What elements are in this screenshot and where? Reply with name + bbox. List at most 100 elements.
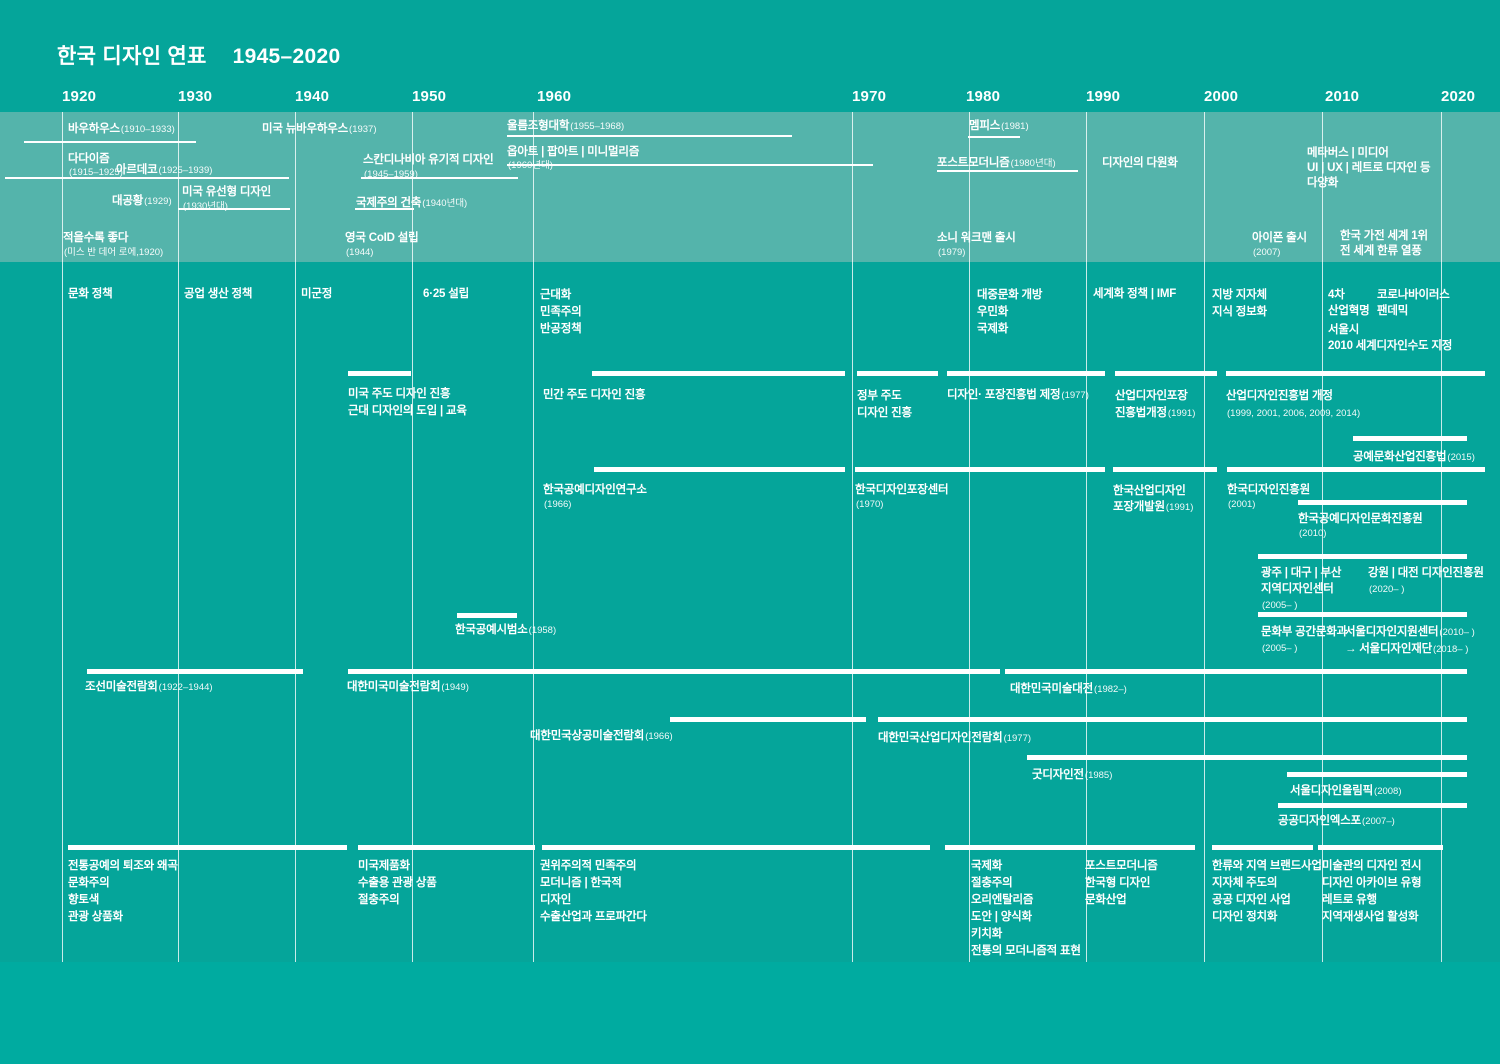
- duration-bar-kcdri: [594, 467, 845, 472]
- label-us-military-gov: 미군정: [301, 288, 333, 300]
- duration-bar-kdpc: [855, 467, 1105, 472]
- duration-bar-gov-led: [857, 371, 938, 376]
- label-coid: 영국 CoID 설립 (1944): [345, 232, 419, 258]
- duration-bar-daehan-ex: [348, 669, 1000, 674]
- label-daehan-ex: 대한미국미술전람회(1949): [347, 681, 469, 693]
- label-craft-demo: 한국공예시범소(1958): [455, 624, 557, 636]
- label-hallyu-brand: 한류와 지역 브랜드사업 지자체 주도의 공공 디자인 사업 디자인 정치화: [1212, 860, 1322, 923]
- label-local-gov: 지방 지자체 지식 정보화: [1212, 289, 1267, 318]
- label-new-bauhaus: 미국 뉴바우하우스(1937): [262, 123, 377, 135]
- year-label-2000: 2000: [1204, 88, 1239, 105]
- duration-bar-hallyu-brand: [1212, 845, 1313, 850]
- label-tradition-decline: 전통공예의 퇴조와 왜곡 문화주의 향토색 관광 상품화: [68, 860, 178, 923]
- duration-bar-craft-demo: [457, 613, 517, 618]
- label-globalization-imf: 세계화 정책 | IMF: [1093, 288, 1177, 300]
- label-iphone: 아이폰 출시 (2007): [1252, 232, 1307, 258]
- footer-strip: [0, 962, 1500, 1064]
- underline-opart: [507, 164, 873, 166]
- label-authoritarian: 권위주의적 민족주의 모더니즘 | 한국적 디자인 수출산업과 프로파간다: [540, 860, 647, 923]
- label-great-depression: 대공황(1929): [112, 195, 172, 207]
- title-main: 한국 디자인 연표: [57, 45, 207, 68]
- underline-intl-arch: [355, 208, 414, 210]
- label-museum-design: 미술관의 디자인 전시 디자인 아카이브 유형 레트로 유행 지역재생사업 활성화: [1322, 860, 1422, 923]
- label-postmodernism-band: 포스트모더니즘(1980년대): [937, 157, 1056, 169]
- gridline-2010: [1322, 112, 1323, 962]
- duration-bar-museum-design: [1318, 845, 1443, 850]
- duration-bar-kcdf: [1298, 500, 1467, 505]
- label-us-products: 미국제품화 수출용 관광 상품 절충주의: [358, 860, 437, 906]
- label-scandinavia: 스칸디나비아 유기적 디자인 (1945–1959): [363, 154, 494, 180]
- duration-bar-us-led: [348, 371, 411, 376]
- year-label-2010: 2010: [1325, 88, 1360, 105]
- title-year-range: 1945–2020: [232, 45, 341, 68]
- underline-memphis: [968, 136, 1020, 138]
- duration-bar-tradition-decline: [68, 845, 347, 850]
- duration-bar-kidp01: [1227, 467, 1485, 472]
- underline-streamline: [178, 208, 290, 210]
- label-modernization: 근대화 민족주의 반공정책: [540, 289, 582, 335]
- duration-bar-us-products: [358, 845, 535, 850]
- label-kidp01: 한국디자인진흥원 (2001): [1227, 484, 1311, 510]
- label-internationalization: 국제화 절충주의 오리엔탈리즘 도안 | 양식화 키치화 전통의 모더니즘적 표현: [971, 860, 1081, 957]
- duration-bar-id-law-rev: [1226, 371, 1485, 376]
- label-design-olympic: 서울디자인올림픽(2008): [1290, 785, 1402, 797]
- label-public-expo: 공공디자인엑스포(2007–): [1278, 815, 1395, 827]
- label-kcdf: 한국공예디자인문화진흥원 (2010): [1298, 513, 1423, 539]
- label-id-law-rev: 산업디자인진흥법 개정 (1999, 2001, 2006, 2009, 2014…: [1226, 390, 1361, 419]
- label-ulm: 울름조형대학(1955–1968): [507, 120, 625, 132]
- year-label-1950: 1950: [412, 88, 447, 105]
- duration-bar-private-led: [592, 371, 845, 376]
- label-design-pluralism: 디자인의 다원화: [1102, 157, 1178, 169]
- duration-bar-craft-law: [1353, 436, 1467, 441]
- duration-bar-regional-dc: [1258, 554, 1467, 559]
- label-corona: 코로나바이러스 팬데믹: [1377, 289, 1450, 317]
- label-kidp91: 한국산업디자인 포장개발원(1991): [1113, 485, 1194, 513]
- gridline-1920: [62, 112, 63, 962]
- duration-bar-design-pkg-law: [947, 371, 1105, 376]
- year-label-1960: 1960: [537, 88, 572, 105]
- year-label-2020: 2020: [1441, 88, 1476, 105]
- gridline-1930: [178, 112, 179, 962]
- duration-bar-kidp91: [1113, 467, 1217, 472]
- label-seoul-wdc: 서울시 2010 세계디자인수도 지정: [1328, 324, 1453, 352]
- year-label-1970: 1970: [852, 88, 887, 105]
- label-gov-led: 정부 주도 디자인 진흥: [857, 390, 912, 419]
- gridline-1980: [969, 112, 970, 962]
- label-intl-arch: 국제주의 건축(1940년대): [356, 197, 468, 209]
- duration-bar-public-expo: [1278, 803, 1467, 808]
- year-label-1930: 1930: [178, 88, 213, 105]
- label-idpk-law: 산업디자인포장 진흥법개정(1991): [1115, 390, 1196, 419]
- duration-bar-idpk-law: [1115, 371, 1217, 376]
- label-us-led: 미국 주도 디자인 진흥 근대 디자인의 도입 | 교육: [348, 388, 467, 417]
- label-industry-policy: 공업 생산 정책: [184, 288, 253, 300]
- year-label-1940: 1940: [295, 88, 330, 105]
- gridline-2020: [1441, 112, 1442, 962]
- gridline-1940: [295, 112, 296, 962]
- international-context-band: [0, 112, 1500, 262]
- underline-ulm: [507, 135, 792, 137]
- year-label-1920: 1920: [62, 88, 97, 105]
- label-sanggong-ex: 대한민국상공미술전람회(1966): [530, 730, 673, 742]
- gridline-1990: [1086, 112, 1087, 962]
- label-metaverse: 메타버스 | 미디어 UI | UX | 레트로 디자인 등 다양화: [1307, 147, 1431, 189]
- duration-bar-design-olympic: [1287, 772, 1467, 777]
- duration-bar-misul-daejeon: [1005, 669, 1467, 674]
- label-misul-daejeon: 대한민국미술대전(1982–): [1010, 683, 1127, 695]
- underline-dada-artdeco: [5, 177, 289, 179]
- duration-bar-sanggong-ex: [670, 717, 866, 722]
- duration-bar-joseon-ex: [87, 669, 303, 674]
- gridline-2000: [1204, 112, 1205, 962]
- label-design-pkg-law: 디자인· 포장진흥법 제정(1977): [947, 389, 1089, 401]
- label-less-is-more: 적을수록 좋다 (미스 반 데어 로에,1920): [63, 232, 164, 258]
- year-label-1980: 1980: [966, 88, 1001, 105]
- label-good-design: 굿디자인전(1985): [1032, 769, 1113, 781]
- label-seoul-design: 서울디자인지원센터(2010– ) → 서울디자인재단(2018– ): [1345, 626, 1475, 655]
- label-fourth-ir: 4차 산업혁명: [1328, 289, 1370, 317]
- label-memphis: 멤피스(1981): [969, 120, 1029, 132]
- label-culture-policy: 문화 정책: [68, 288, 113, 300]
- gridline-1950: [412, 112, 413, 962]
- duration-bar-good-design: [1027, 755, 1467, 760]
- label-joseon-ex: 조선미술전람회(1922–1944): [85, 681, 213, 693]
- label-walkman: 소니 워크맨 출시 (1979): [937, 232, 1016, 258]
